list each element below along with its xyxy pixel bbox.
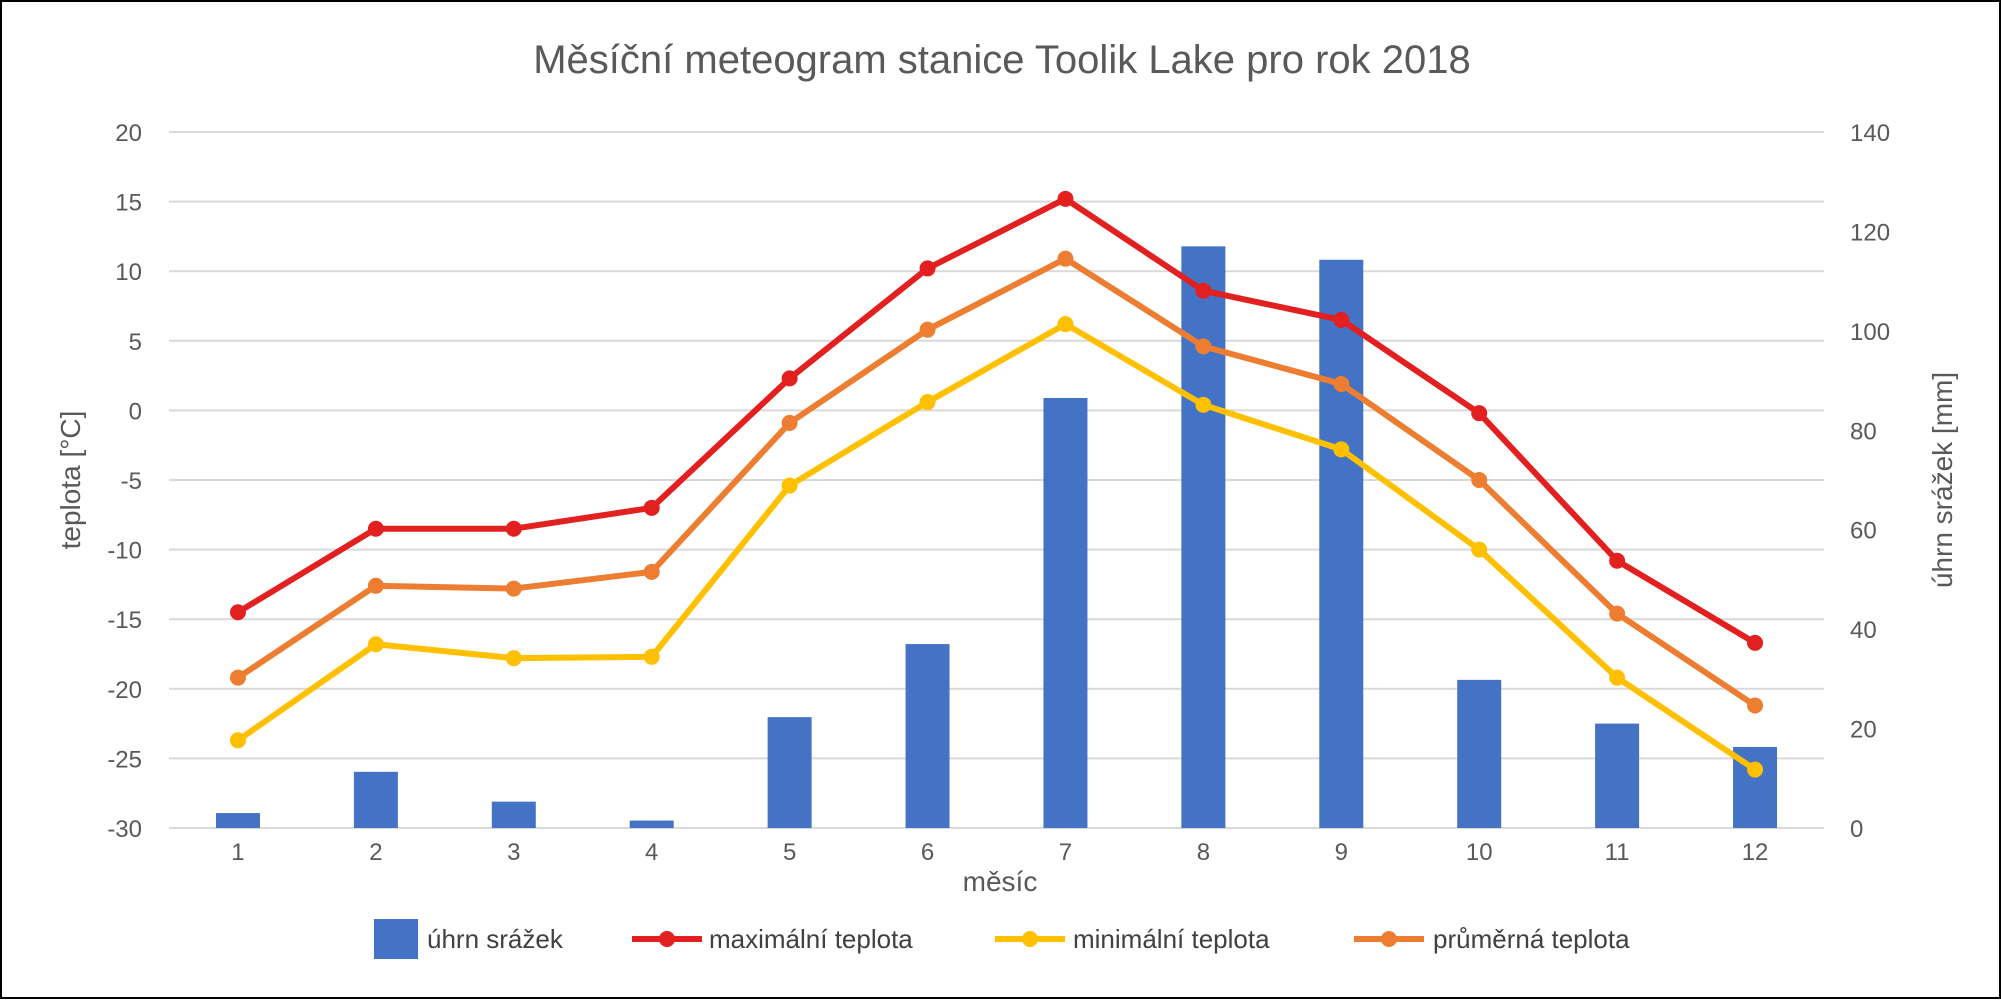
precipitation-bar (1457, 679, 1502, 828)
data-point (229, 604, 246, 621)
data-point (505, 520, 522, 537)
data-point (781, 477, 798, 494)
x-tick-label: 3 (507, 839, 520, 866)
y-right-tick-label: 140 (1850, 120, 1890, 147)
data-point (643, 648, 660, 665)
data-point (1747, 634, 1764, 651)
data-point (643, 499, 660, 516)
y-left-tick-label: -10 (107, 538, 142, 565)
data-point (1609, 669, 1626, 686)
data-point (1057, 190, 1074, 207)
y-left-tick-label: 5 (129, 329, 142, 356)
data-point (1747, 697, 1764, 714)
data-point (1057, 316, 1074, 333)
y-right-tick-label: 60 (1850, 518, 1877, 545)
data-point (1471, 541, 1488, 558)
data-point (367, 577, 384, 594)
x-tick-label: 6 (921, 839, 934, 866)
data-point (1609, 552, 1626, 569)
data-point (1747, 761, 1764, 778)
data-point (781, 414, 798, 431)
data-point (1195, 282, 1212, 299)
y-left-tick-label: 15 (115, 190, 142, 217)
data-point (919, 260, 936, 277)
temperature-lines (229, 190, 1764, 778)
y-left-tick-label: 10 (115, 259, 142, 286)
y-axis-right-title: úhrn srážek [mm] (1927, 372, 1958, 588)
x-tick-label: 4 (645, 839, 658, 866)
data-point (1471, 405, 1488, 422)
y-left-tick-label: 20 (115, 120, 142, 147)
y-left-tick-label: -15 (107, 607, 142, 634)
legend-label: průměrná teplota (1433, 924, 1630, 954)
legend-swatch-bar (374, 919, 418, 959)
legend-label: maximální teplota (709, 924, 913, 954)
legend-swatch-marker (1381, 931, 1397, 947)
precipitation-bar (629, 820, 674, 828)
x-tick-label: 7 (1059, 839, 1072, 866)
precipitation-bar (1319, 259, 1364, 828)
precipitation-bar (767, 717, 812, 828)
legend-swatch-marker (1022, 931, 1038, 947)
legend-label: minimální teplota (1073, 924, 1270, 954)
x-axis-title: měsíc (963, 866, 1038, 897)
series-line (234, 255, 1759, 709)
y-left-tick-label: -25 (107, 746, 142, 773)
y-axis-left-title: teplota [°C] (55, 411, 86, 550)
precipitation-bar (1595, 723, 1640, 828)
y-left-tick-label: -5 (121, 468, 142, 495)
x-tick-label: 1 (231, 839, 244, 866)
gridlines (169, 131, 1824, 829)
data-point (367, 520, 384, 537)
chart-title: Měsíční meteogram stanice Toolik Lake pr… (533, 38, 1471, 82)
data-point (781, 370, 798, 387)
data-point (1333, 441, 1350, 458)
data-point (919, 394, 936, 411)
series-line (234, 195, 1759, 646)
y-left-tick-label: -30 (107, 816, 142, 843)
x-tick-label: 12 (1742, 839, 1769, 866)
x-tick-label: 9 (1335, 839, 1348, 866)
data-point (1195, 396, 1212, 413)
data-point (1471, 472, 1488, 488)
data-point (229, 732, 246, 749)
data-point (1333, 375, 1350, 392)
precipitation-bar (1043, 397, 1088, 828)
y-right-tick-label: 20 (1850, 717, 1877, 744)
series-line (234, 321, 1759, 773)
axis-ticks: -30-25-20-15-10-505101520020406080100120… (107, 120, 1890, 866)
data-point (1609, 605, 1626, 622)
y-right-tick-label: 120 (1850, 219, 1890, 246)
x-tick-label: 2 (369, 839, 382, 866)
legend: úhrn srážek maximální teplota minimální te… (374, 919, 1630, 959)
precipitation-bar (905, 644, 950, 828)
data-point (505, 580, 522, 597)
precipitation-bar (353, 771, 398, 828)
y-left-tick-label: -20 (107, 677, 142, 704)
y-right-tick-label: 0 (1850, 816, 1863, 843)
legend-label: úhrn srážek (427, 924, 564, 954)
data-point (367, 636, 384, 653)
legend-swatch-marker (659, 931, 675, 947)
data-point (1057, 250, 1074, 267)
precipitation-bar (491, 801, 536, 828)
y-left-tick-label: 0 (129, 398, 142, 425)
data-point (1333, 311, 1350, 328)
y-right-tick-label: 100 (1850, 319, 1890, 346)
x-tick-label: 5 (783, 839, 796, 866)
data-point (1195, 338, 1212, 355)
precipitation-bar (215, 813, 260, 828)
x-tick-label: 11 (1605, 839, 1630, 866)
data-point (919, 321, 936, 338)
x-tick-label: 8 (1197, 839, 1210, 866)
x-tick-label: 10 (1466, 839, 1493, 866)
data-point (229, 669, 246, 686)
y-right-tick-label: 40 (1850, 617, 1877, 644)
data-point (505, 650, 522, 667)
precipitation-bars (215, 246, 1778, 829)
data-point (643, 563, 660, 580)
y-right-tick-label: 80 (1850, 418, 1877, 445)
